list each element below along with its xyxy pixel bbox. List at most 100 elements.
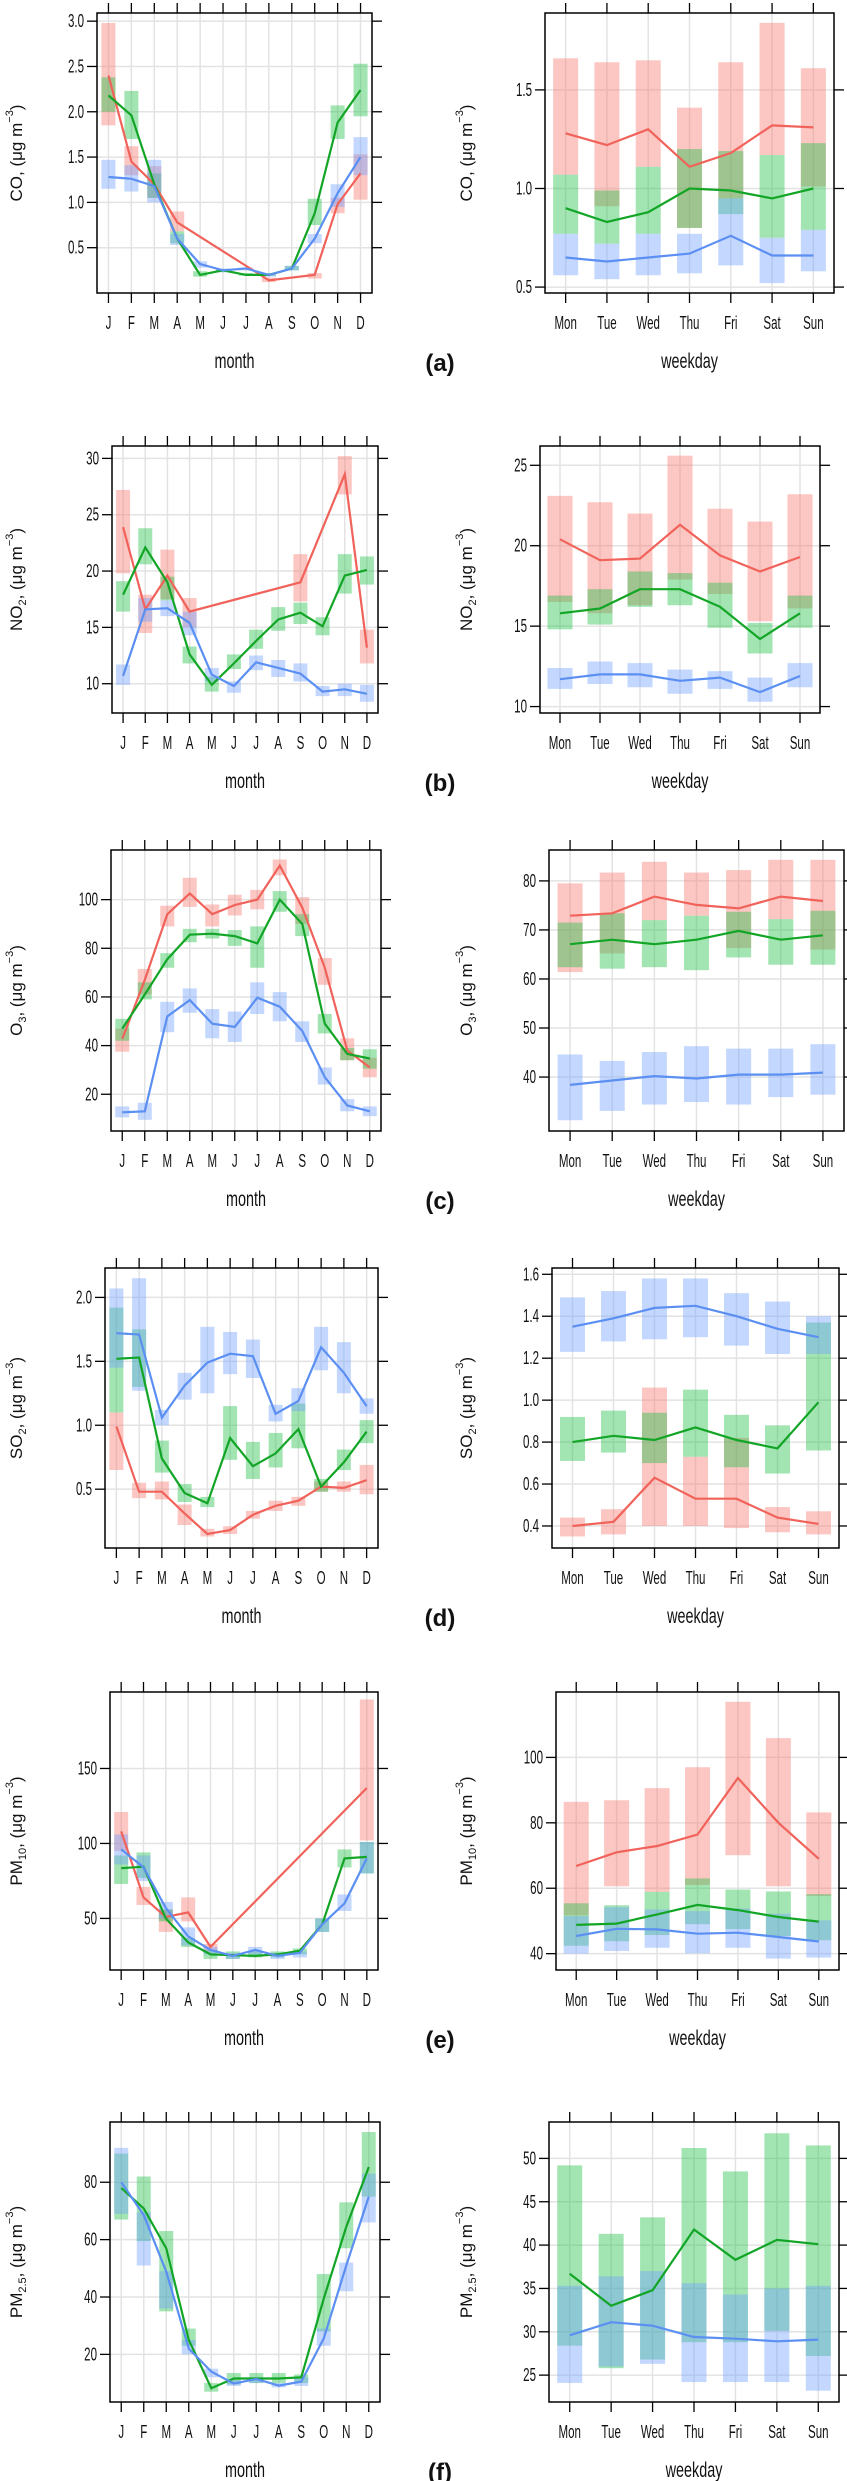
green-range-bar xyxy=(553,174,579,234)
y-axis-label: O3, (μg m−3) xyxy=(4,945,29,1036)
y-tick-label: 30 xyxy=(86,449,99,469)
y-tick-label: 40 xyxy=(530,1944,543,1964)
y-tick-label: 50 xyxy=(523,1018,536,1038)
y-axis-label: NO2, (μg m−3) xyxy=(4,528,29,631)
x-tick-label: Sat xyxy=(770,1990,788,2010)
y-axis-label-close: ) xyxy=(457,1776,476,1782)
panel-letter: (c) xyxy=(425,1188,454,1215)
red-range-bar xyxy=(359,1464,374,1495)
y-axis-label: CO, (μg m−3) xyxy=(454,105,476,202)
x-tick-label: Mon xyxy=(561,1568,583,1588)
green-range-bar xyxy=(158,1909,173,1922)
x-tick-label: Thu xyxy=(680,313,700,333)
y-axis-label-sup: −3 xyxy=(4,951,16,964)
y-axis-label-sub: 10 xyxy=(467,1848,479,1860)
blue-range-bar xyxy=(292,1951,307,1958)
y-tick-label: 1.5 xyxy=(68,147,84,167)
y-tick-label: 100 xyxy=(524,1748,543,1768)
green-range-bar xyxy=(726,911,752,958)
green-mean-line xyxy=(107,89,362,277)
green-range-bar xyxy=(362,1049,377,1069)
x-tick-label: Sat xyxy=(768,2422,786,2442)
blue-range-bar xyxy=(635,233,661,276)
y-axis-label-sub: 10 xyxy=(17,1848,29,1860)
blue-range-bar xyxy=(725,1908,751,1948)
x-tick-label: O xyxy=(318,733,327,753)
y-axis-label-species: NO xyxy=(7,606,26,632)
x-tick-label: Fri xyxy=(713,733,726,753)
green-range-bar xyxy=(683,1389,708,1457)
x-tick-label: N xyxy=(342,2422,350,2442)
x-axis-label: weekday xyxy=(651,768,709,793)
x-tick-label: Sun xyxy=(808,2422,828,2442)
x-tick-label: Sun xyxy=(813,1151,833,1171)
plot-frame xyxy=(109,1691,379,1971)
y-tick-label: 50 xyxy=(523,2149,536,2169)
x-tick-label: Wed xyxy=(628,733,651,753)
x-tick-label: S xyxy=(288,313,296,333)
green-range-bar xyxy=(245,1441,260,1479)
x-axis-label: weekday xyxy=(668,2025,726,2050)
y-axis-label-close: ) xyxy=(7,2206,26,2212)
y-axis-label: PM10, (μg m−3) xyxy=(4,1776,29,1885)
green-range-bar xyxy=(560,1416,585,1461)
x-axis-label: weekday xyxy=(660,348,718,373)
blue-range-bar xyxy=(805,2285,831,2391)
red-range-bar xyxy=(810,859,836,950)
y-tick-label: 60 xyxy=(85,987,98,1007)
blue-range-bar xyxy=(787,663,813,688)
blue-range-bar xyxy=(200,1326,215,1394)
red-range-bar xyxy=(336,1481,351,1492)
y-axis-label-species: CO xyxy=(457,176,476,202)
green-range-bar xyxy=(227,930,242,946)
x-tick-label: N xyxy=(333,313,341,333)
x-tick-label: J xyxy=(113,1568,119,1588)
y-tick-label: 1.0 xyxy=(523,1391,539,1411)
y-axis-label-unit: , (μg m xyxy=(7,2224,26,2277)
blue-range-bar xyxy=(115,1106,130,1118)
y-axis-label-close: ) xyxy=(7,1357,26,1363)
y-tick-label: 20 xyxy=(514,536,527,556)
green-range-bar xyxy=(684,915,709,971)
x-tick-label: O xyxy=(310,313,319,333)
x-tick-label: J xyxy=(253,2422,259,2442)
y-axis-label-sup: −3 xyxy=(4,110,16,123)
x-tick-label: J xyxy=(243,313,249,333)
panel-letter: (a) xyxy=(425,350,454,377)
y-axis-label-species: PM xyxy=(7,1860,26,1886)
plot-frame xyxy=(111,445,379,714)
blue-mean-line xyxy=(122,996,371,1114)
y-axis-label-sup: −3 xyxy=(4,1363,16,1376)
x-tick-label: A xyxy=(185,2422,193,2442)
red-range-bar xyxy=(684,872,709,916)
red-mean-line xyxy=(107,75,362,282)
blue-range-bar xyxy=(718,198,744,266)
x-tick-label: J xyxy=(230,1990,236,2010)
x-tick-label: A xyxy=(265,313,273,333)
x-tick-label: M xyxy=(163,733,173,753)
blue-range-bar xyxy=(707,671,733,689)
green-range-bar xyxy=(557,922,583,968)
x-tick-label: Wed xyxy=(636,313,659,333)
green-range-bar xyxy=(601,1410,626,1453)
y-tick-label: 40 xyxy=(523,2236,536,2256)
y-axis-label-sup: −3 xyxy=(454,534,466,547)
y-tick-label: 150 xyxy=(78,1759,97,1779)
x-tick-label: M xyxy=(161,2422,171,2442)
y-tick-label: 1.2 xyxy=(523,1349,539,1369)
green-range-bar xyxy=(805,2145,831,2357)
x-tick-label: M xyxy=(149,313,159,333)
red-range-bar xyxy=(759,22,785,155)
x-tick-label: S xyxy=(298,1151,306,1171)
y-tick-label: 45 xyxy=(523,2192,536,2212)
red-range-bar xyxy=(787,494,813,609)
red-range-bar xyxy=(604,1800,630,1887)
x-axis-label: month xyxy=(226,1186,266,1211)
x-tick-label: D xyxy=(366,1151,374,1171)
blue-range-bar xyxy=(553,233,579,276)
x-axis-label: weekday xyxy=(665,2457,723,2481)
y-axis-label-sup: −3 xyxy=(454,951,466,964)
green-range-bar xyxy=(635,166,661,234)
x-tick-label: Sun xyxy=(809,1990,829,2010)
